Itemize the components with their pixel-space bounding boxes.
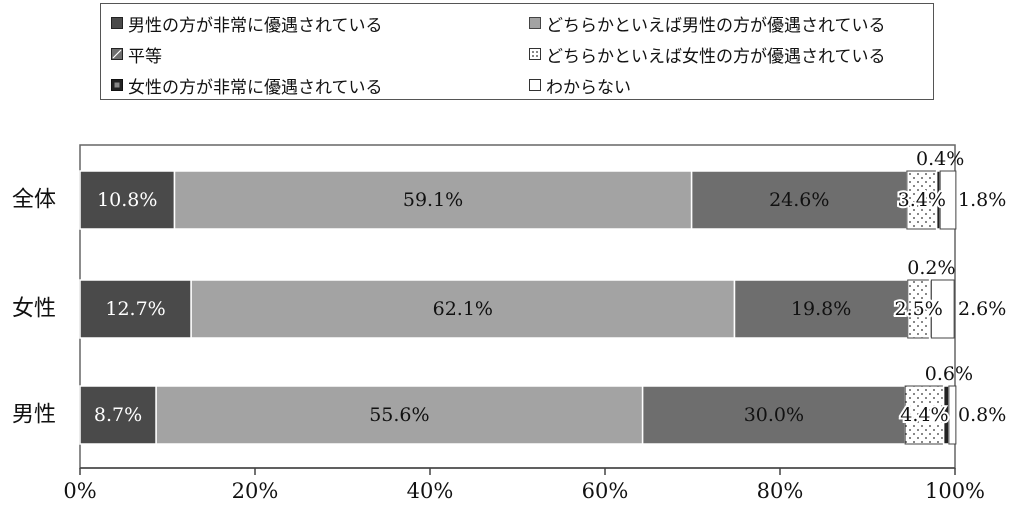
x-tick-label: 80%	[757, 479, 804, 503]
legend-item-5: 女性の方が非常に優遇されている	[111, 72, 383, 98]
bar-segment	[939, 170, 957, 230]
x-tick-label: 100%	[925, 479, 985, 503]
legend-swatch-solid-light	[529, 16, 541, 29]
data-label: 2.5%	[895, 298, 943, 320]
data-label: 2.6%	[958, 298, 1006, 320]
legend-swatch-dark-checker	[111, 78, 123, 91]
bar-segment	[155, 385, 644, 445]
x-tick-label: 40%	[407, 479, 454, 503]
legend-item-4: どちらかといえば女性の方が優遇されている	[529, 41, 886, 67]
data-label-halo: 3.4%	[898, 189, 946, 211]
data-label: 62.1%	[433, 298, 493, 320]
legend-label: どちらかといえば男性の方が優遇されている	[546, 15, 886, 36]
legend-swatch-hatched	[111, 47, 123, 60]
data-label-halo: 2.5%	[895, 298, 943, 320]
legend-label: 男性の方が非常に優遇されている	[128, 15, 383, 36]
category-label: 男性	[12, 403, 56, 428]
data-label: 12.7%	[105, 298, 165, 320]
data-label: 1.8%	[958, 189, 1006, 211]
data-label: 19.8%	[791, 298, 851, 320]
legend-item-6: わからない	[529, 72, 631, 98]
data-label: 3.4%	[898, 189, 946, 211]
bar-segment	[173, 170, 693, 230]
bars	[79, 170, 957, 445]
data-label: 0.4%	[916, 148, 964, 170]
data-label: 0.8%	[958, 404, 1006, 426]
bar-segment	[930, 279, 955, 339]
data-label: 59.1%	[403, 189, 463, 211]
data-label: 30.0%	[744, 404, 804, 426]
data-label: 55.6%	[369, 404, 429, 426]
legend: 男性の方が非常に優遇されている どちらかといえば男性の方が優遇されている 平等 …	[100, 3, 934, 100]
category-label: 女性	[12, 297, 56, 322]
x-axis: 0% 20% 40% 60% 80% 100%	[63, 467, 985, 503]
data-label: 0.2%	[907, 257, 955, 279]
category-label: 全体	[12, 188, 56, 213]
bar-segment	[690, 170, 908, 230]
data-label: 0.6%	[925, 363, 973, 385]
bar-segment	[641, 385, 906, 445]
legend-item-1: 男性の方が非常に優遇されている	[111, 10, 383, 36]
legend-item-3: 平等	[111, 41, 162, 67]
legend-swatch-solid-dark	[111, 16, 123, 29]
legend-item-2: どちらかといえば男性の方が優遇されている	[529, 10, 886, 36]
legend-swatch-dotted	[529, 47, 541, 60]
data-label: 4.4%	[900, 404, 948, 426]
legend-label: わからない	[546, 77, 631, 98]
bar-segment	[79, 279, 192, 339]
bar-segment	[948, 385, 957, 445]
data-label-halo: 4.4%	[900, 404, 948, 426]
legend-label: 女性の方が非常に優遇されている	[128, 77, 383, 98]
data-labels: 10.8% 59.1% 24.6% 3.4%3.4%0.4%1.8%12.7% 62.1…	[94, 148, 1006, 428]
data-label: 24.6%	[769, 189, 829, 211]
bar-segment	[906, 170, 938, 230]
bar-segment	[79, 385, 157, 445]
legend-swatch-white	[529, 78, 541, 91]
data-label: 10.8%	[97, 189, 157, 211]
x-tick-label: 20%	[232, 479, 279, 503]
legend-label: どちらかといえば女性の方が優遇されている	[546, 46, 886, 67]
bar-segment	[733, 279, 909, 339]
x-tick-label: 0%	[63, 479, 96, 503]
x-tick-label: 60%	[582, 479, 629, 503]
data-label: 8.7%	[94, 404, 142, 426]
legend-label: 平等	[128, 46, 162, 67]
